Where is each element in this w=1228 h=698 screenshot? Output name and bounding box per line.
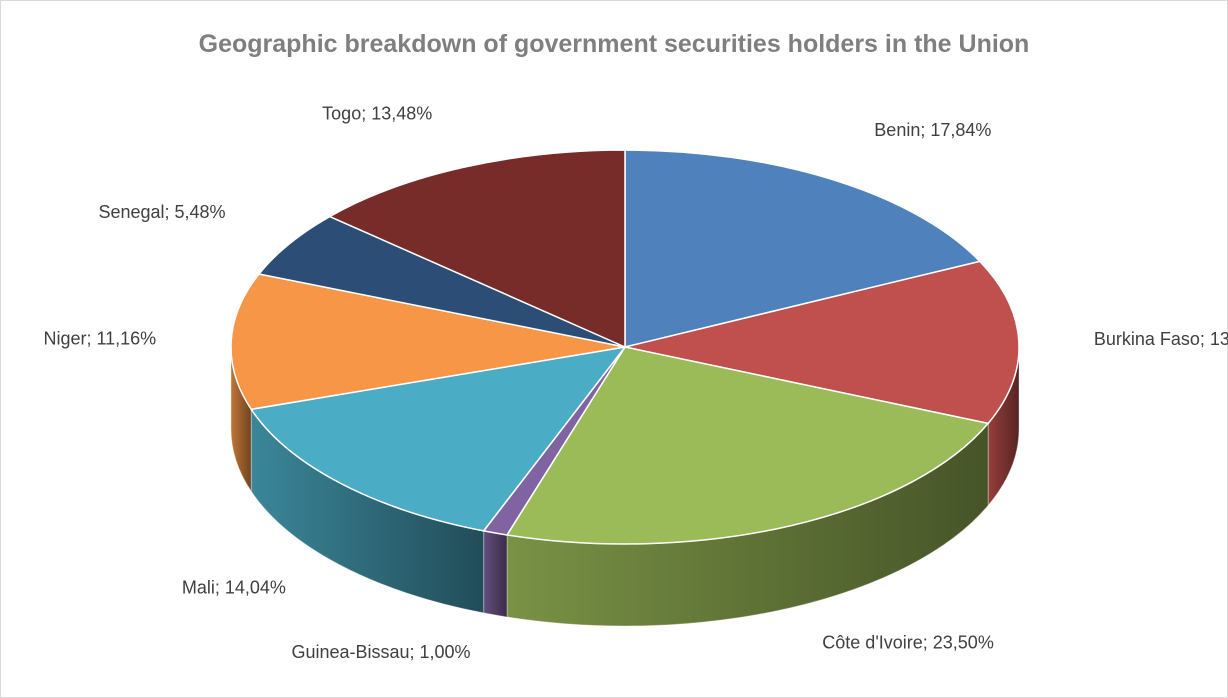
- pie-labels: Benin; 17,84% Burkina Faso; 13,50% Côte d'…: [43, 103, 1228, 662]
- pie-slice-cote-d-ivoire: [505, 346, 990, 545]
- pie-tops: [230, 149, 1020, 545]
- chart-title: Geographic breakdown of government secur…: [198, 30, 1030, 58]
- pie-sides: [230, 346, 1020, 627]
- data-label-togo: Togo; 13,48%: [322, 103, 432, 123]
- data-label-mali: Mali; 14,04%: [182, 578, 286, 598]
- pie-slice-burkina-faso: [624, 260, 1020, 425]
- pie-slice-mali: [249, 345, 627, 532]
- data-label-niger: Niger; 11,16%: [43, 328, 156, 348]
- pie-slice-benin: [624, 149, 982, 348]
- data-label-senegal: Senegal; 5,48%: [98, 202, 225, 222]
- data-label-guinea-bissau: Guinea-Bissau; 1,00%: [291, 642, 470, 662]
- pie-slice-niger: [230, 273, 626, 411]
- pie-slice-senegal: [257, 215, 626, 348]
- data-label-burkina-faso: Burkina Faso; 13,50%: [1094, 329, 1228, 349]
- data-label-cote-d-ivoire: Côte d'Ivoire; 23,50%: [822, 633, 994, 653]
- pie-slice-togo: [328, 149, 626, 349]
- pie-side-guinea-bissau: [483, 530, 508, 618]
- data-label-benin: Benin; 17,84%: [874, 120, 991, 140]
